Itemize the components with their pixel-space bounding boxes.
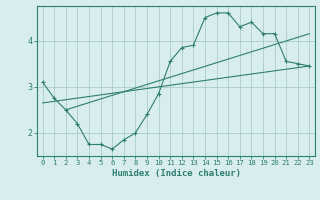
X-axis label: Humidex (Indice chaleur): Humidex (Indice chaleur) xyxy=(111,169,241,178)
